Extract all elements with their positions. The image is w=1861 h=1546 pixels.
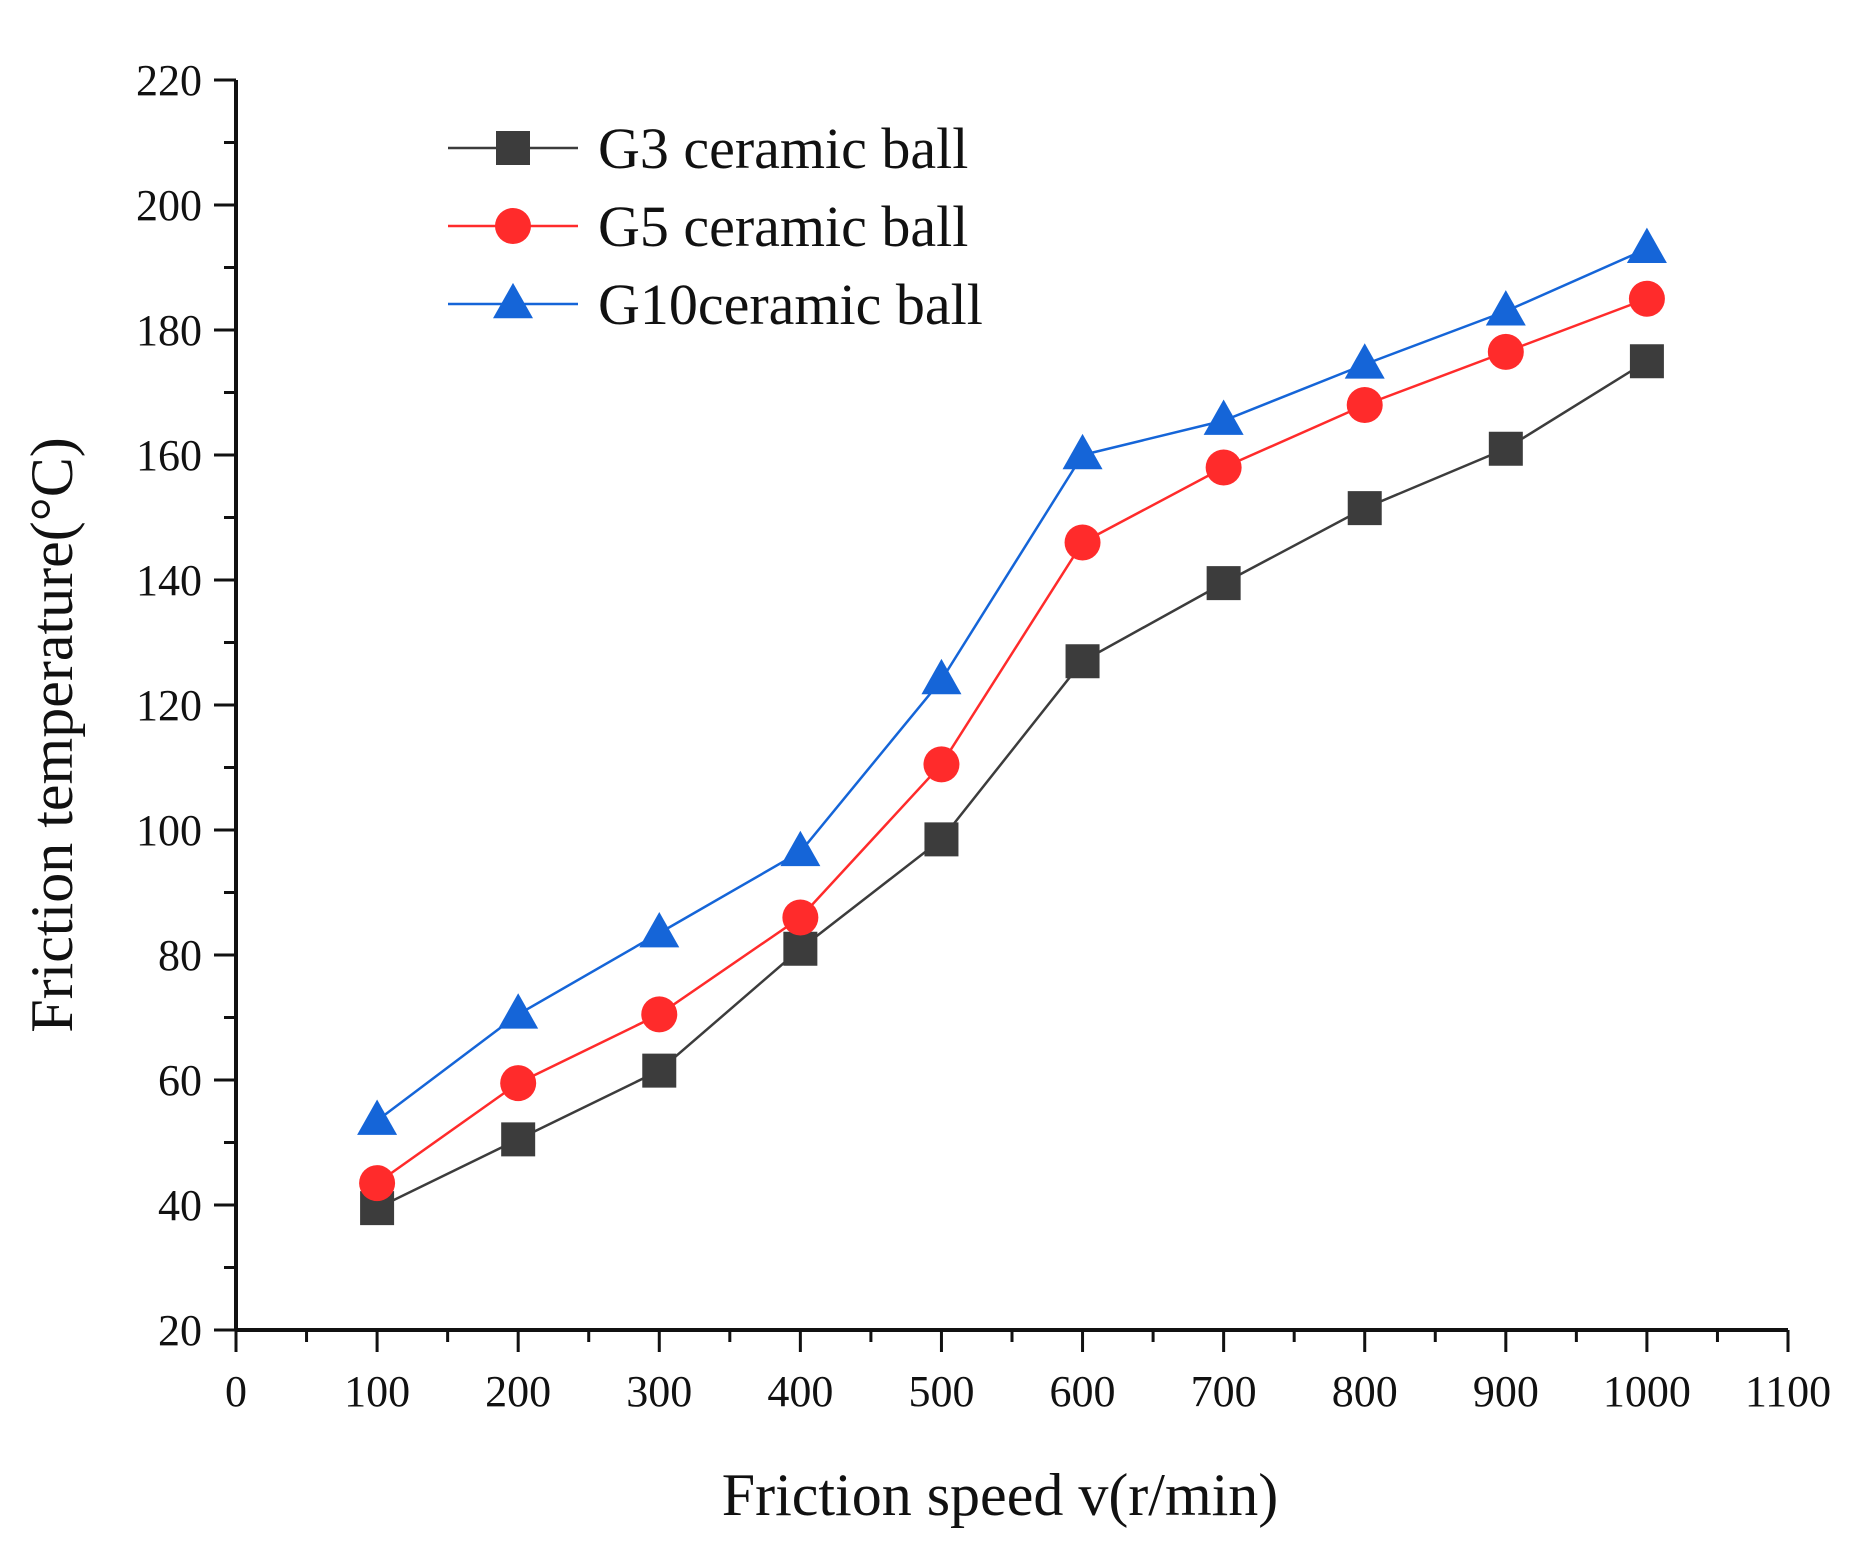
data-point xyxy=(498,993,539,1029)
x-tick-label: 1100 xyxy=(1745,1367,1831,1416)
x-tick-label: 900 xyxy=(1473,1367,1539,1416)
x-tick-label: 100 xyxy=(344,1367,410,1416)
series-3 xyxy=(357,227,1667,1135)
y-tick-label: 120 xyxy=(136,681,202,730)
legend-item-3: G10ceramic ball xyxy=(448,272,983,337)
x-tick-label: 600 xyxy=(1050,1367,1116,1416)
data-point xyxy=(1347,491,1382,526)
y-tick-label: 160 xyxy=(136,431,202,480)
data-point xyxy=(780,830,821,867)
data-point xyxy=(1629,344,1664,379)
series-1 xyxy=(360,344,1664,1226)
data-point xyxy=(359,1165,396,1202)
y-tick-label: 200 xyxy=(136,181,202,230)
data-point xyxy=(783,931,818,966)
y-tick-label: 60 xyxy=(158,1056,202,1105)
data-point xyxy=(501,1122,536,1157)
data-point xyxy=(923,746,960,783)
legend-marker xyxy=(493,282,533,319)
legend-label: G5 ceramic ball xyxy=(598,194,968,259)
data-point xyxy=(921,658,962,695)
data-point xyxy=(641,996,678,1033)
series-line xyxy=(376,297,1648,1185)
data-point xyxy=(500,1065,537,1102)
x-axis-title: Friction speed v(r/min) xyxy=(722,1462,1279,1528)
data-point xyxy=(1203,399,1244,435)
y-tick-label: 40 xyxy=(158,1181,202,1230)
x-tick-label: 400 xyxy=(767,1367,833,1416)
legend-label: G3 ceramic ball xyxy=(598,116,968,181)
y-tick-label: 140 xyxy=(136,556,202,605)
series-layer xyxy=(357,227,1667,1226)
legend-marker xyxy=(496,131,530,165)
x-tick-label: 1000 xyxy=(1603,1367,1691,1416)
series-line xyxy=(376,247,1648,1122)
y-tick-label: 80 xyxy=(158,931,202,980)
y-axis-title: Friction temperature(°C) xyxy=(19,437,85,1032)
legend-item-2: G5 ceramic ball xyxy=(448,194,968,259)
data-point xyxy=(1487,333,1524,370)
data-point xyxy=(357,1099,398,1135)
data-point xyxy=(1065,644,1100,679)
data-point xyxy=(924,822,959,857)
data-point xyxy=(1205,449,1242,486)
y-tick-label: 220 xyxy=(136,56,202,105)
series-line xyxy=(376,360,1648,1210)
legend-marker xyxy=(495,208,531,244)
data-point xyxy=(1628,280,1665,317)
x-tick-label: 700 xyxy=(1191,1367,1257,1416)
y-tick-label: 20 xyxy=(158,1306,202,1355)
axes: 0 100 200 300 400 500 600 700 800 900 1000 1100 20 40… xyxy=(136,56,1831,1416)
data-point xyxy=(642,1053,677,1088)
x-tick-label: 500 xyxy=(908,1367,974,1416)
x-tick-label: 200 xyxy=(485,1367,551,1416)
data-point xyxy=(1488,431,1523,466)
series-2 xyxy=(359,280,1665,1202)
legend: G3 ceramic ball G5 ceramic ball G10ceramic… xyxy=(448,116,983,337)
data-point xyxy=(639,912,680,948)
data-point xyxy=(1626,227,1667,264)
y-tick-label: 180 xyxy=(136,306,202,355)
data-point xyxy=(1346,387,1383,423)
x-tick-label: 800 xyxy=(1332,1367,1398,1416)
x-tick-label: 0 xyxy=(225,1367,247,1416)
legend-item-1: G3 ceramic ball xyxy=(448,116,968,181)
data-point xyxy=(1485,290,1526,326)
x-tick-label: 300 xyxy=(626,1367,692,1416)
data-point xyxy=(1062,433,1103,470)
y-tick-label: 100 xyxy=(136,806,202,855)
data-point xyxy=(1206,566,1241,601)
data-point xyxy=(782,899,819,936)
data-point xyxy=(1344,343,1385,379)
data-point xyxy=(1064,524,1101,561)
legend-label: G10ceramic ball xyxy=(598,272,983,337)
